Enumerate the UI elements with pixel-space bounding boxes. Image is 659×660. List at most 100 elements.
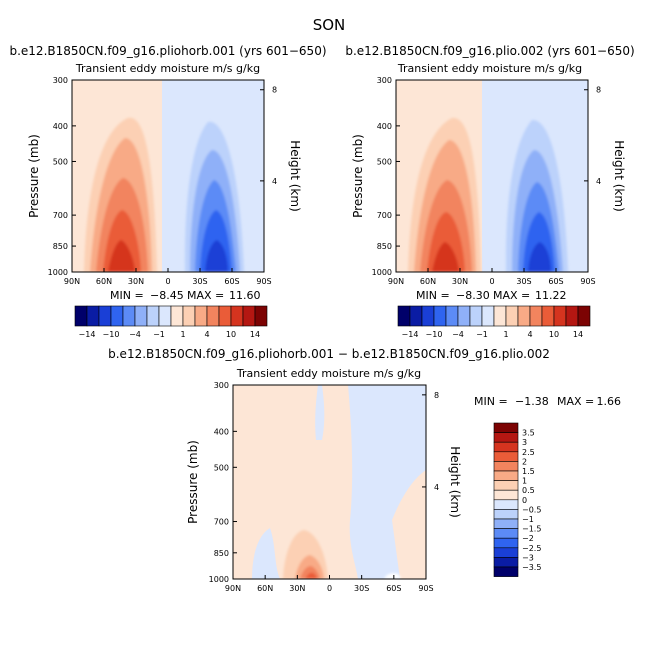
- x-tick-label: 60N: [420, 277, 436, 286]
- colorbar-label: −1.5: [522, 525, 541, 534]
- season-title: SON: [313, 16, 346, 34]
- panel-c-min-value: −1.38: [515, 395, 549, 408]
- y-tick-label: 400: [214, 427, 229, 436]
- colorbar-swatch: [409, 305, 423, 327]
- colorbar-swatch: [74, 305, 88, 327]
- colorbar-swatch: [122, 305, 136, 327]
- panel-a-ylabel: Pressure (mb): [27, 134, 41, 218]
- x-tick-label: 60N: [96, 277, 112, 286]
- colorbar-swatch: [146, 305, 160, 327]
- y2-tick-label: 4: [272, 177, 277, 186]
- colorbar-swatch: [493, 566, 519, 577]
- panel-c-subtitle: Transient eddy moisture m/s g/kg: [236, 367, 421, 380]
- colorbar-swatch: [553, 305, 567, 327]
- x-tick-label: 60S: [548, 277, 563, 286]
- colorbar-swatch: [529, 305, 543, 327]
- y-tick-label: 850: [53, 242, 68, 251]
- x-tick-label: 60S: [386, 584, 401, 593]
- colorbar-swatch: [493, 432, 519, 443]
- colorbar-swatch: [493, 557, 519, 568]
- y2-tick-label: 8: [434, 391, 439, 400]
- x-tick-label: 90N: [225, 584, 241, 593]
- panel-a-y2-ticks: 84: [260, 86, 277, 186]
- colorbar-swatch: [493, 461, 519, 472]
- colorbar-label: −1: [476, 330, 488, 339]
- colorbar-swatch: [86, 305, 100, 327]
- x-tick-label: 0: [165, 277, 170, 286]
- colorbar-swatch: [493, 537, 519, 549]
- colorbar-swatch: [577, 305, 591, 327]
- colorbar-label: −2: [522, 534, 534, 543]
- colorbar-swatch: [182, 305, 196, 327]
- y2-tick-label: 4: [434, 483, 439, 492]
- colorbar-label: −10: [426, 330, 443, 339]
- colorbar-label: 4: [204, 330, 209, 339]
- panel-c-ylabel: Pressure (mb): [186, 440, 200, 524]
- panel-pliohorb: b.e12.B1850CN.f09_g16.pliohorb.001 (yrs …: [9, 44, 326, 339]
- colorbar-label: 3: [522, 438, 527, 447]
- x-tick-label: 30N: [289, 584, 305, 593]
- colorbar-label: −1: [153, 330, 165, 339]
- panel-a-subtitle: Transient eddy moisture m/s g/kg: [75, 62, 260, 75]
- panel-plio: b.e12.B1850CN.f09_g16.plio.002 (yrs 601−…: [345, 44, 634, 339]
- panel-b-y2label: Height (km): [612, 140, 626, 211]
- panel-b-colorbar: −14 −10 −4 −1 1 4 10 14: [397, 305, 591, 339]
- colorbar-swatch: [541, 305, 555, 327]
- y-tick-label: 300: [53, 76, 68, 85]
- panel-b-subtitle: Transient eddy moisture m/s g/kg: [397, 62, 582, 75]
- panel-a-max-value: 11.60: [229, 289, 261, 302]
- colorbar-swatch: [254, 305, 268, 327]
- colorbar-label: 14: [250, 330, 260, 339]
- colorbar-swatch: [194, 305, 208, 327]
- y-tick-label: 400: [377, 122, 392, 131]
- colorbar-swatch: [481, 305, 495, 327]
- panel-b-y-ticks: 300 400 500 700 850 1000: [372, 76, 400, 277]
- colorbar-swatch: [493, 422, 519, 433]
- panel-b-min-value: −8.30: [456, 289, 490, 302]
- colorbar-label: −4: [452, 330, 464, 339]
- colorbar-label: −14: [402, 330, 419, 339]
- colorbar-label: −2.5: [522, 544, 541, 553]
- colorbar-swatch: [134, 305, 148, 327]
- colorbar-label: 1: [522, 477, 527, 486]
- colorbar-label: −1: [522, 515, 534, 524]
- colorbar-label: 1: [503, 330, 508, 339]
- panel-b-contours: [396, 80, 588, 272]
- colorbar-swatch: [206, 305, 220, 327]
- colorbar-swatch: [433, 305, 447, 327]
- x-tick-label: 90N: [388, 277, 404, 286]
- panel-a-stats: MIN = −8.45 MAX = 11.60: [110, 289, 261, 302]
- colorbar-label: −3: [522, 553, 534, 562]
- panel-c-max-label: MAX =: [557, 395, 594, 408]
- colorbar-label: 1.5: [522, 467, 535, 476]
- y-tick-label: 500: [377, 157, 392, 166]
- y-tick-label: 500: [214, 463, 229, 472]
- colorbar-label: −14: [79, 330, 96, 339]
- colorbar-swatch: [230, 305, 244, 327]
- panel-c-stats: MIN = −1.38 MAX = 1.66: [474, 395, 621, 408]
- x-tick-label: 30S: [354, 584, 369, 593]
- panel-a-y-ticks: 300 400 500 700 850 1000: [48, 76, 76, 277]
- x-tick-label: 30N: [452, 277, 468, 286]
- x-tick-label: 30S: [516, 277, 531, 286]
- colorbar-swatch: [493, 451, 519, 462]
- colorbar-label: −3.5: [522, 563, 541, 572]
- panel-b-min-label: MIN =: [416, 289, 450, 302]
- y-tick-label: 1000: [48, 268, 68, 277]
- x-tick-label: 90S: [580, 277, 595, 286]
- colorbar-label: −4: [129, 330, 141, 339]
- colorbar-swatch: [493, 518, 519, 529]
- panel-b-title: b.e12.B1850CN.f09_g16.plio.002 (yrs 601−…: [345, 44, 634, 58]
- colorbar-label: 2.5: [522, 448, 535, 457]
- colorbar-label: 4: [527, 330, 532, 339]
- y2-tick-label: 8: [596, 86, 601, 95]
- colorbar-label: 1: [180, 330, 185, 339]
- x-tick-label: 0: [327, 584, 332, 593]
- colorbar-swatch: [493, 470, 519, 481]
- colorbar-label: 14: [573, 330, 583, 339]
- y2-tick-label: 8: [272, 86, 277, 95]
- panel-a-title: b.e12.B1850CN.f09_g16.pliohorb.001 (yrs …: [9, 44, 326, 58]
- panel-c-max-value: 1.66: [597, 395, 622, 408]
- panel-a-min-label: MIN =: [110, 289, 144, 302]
- panel-a-max-label: MAX =: [187, 289, 224, 302]
